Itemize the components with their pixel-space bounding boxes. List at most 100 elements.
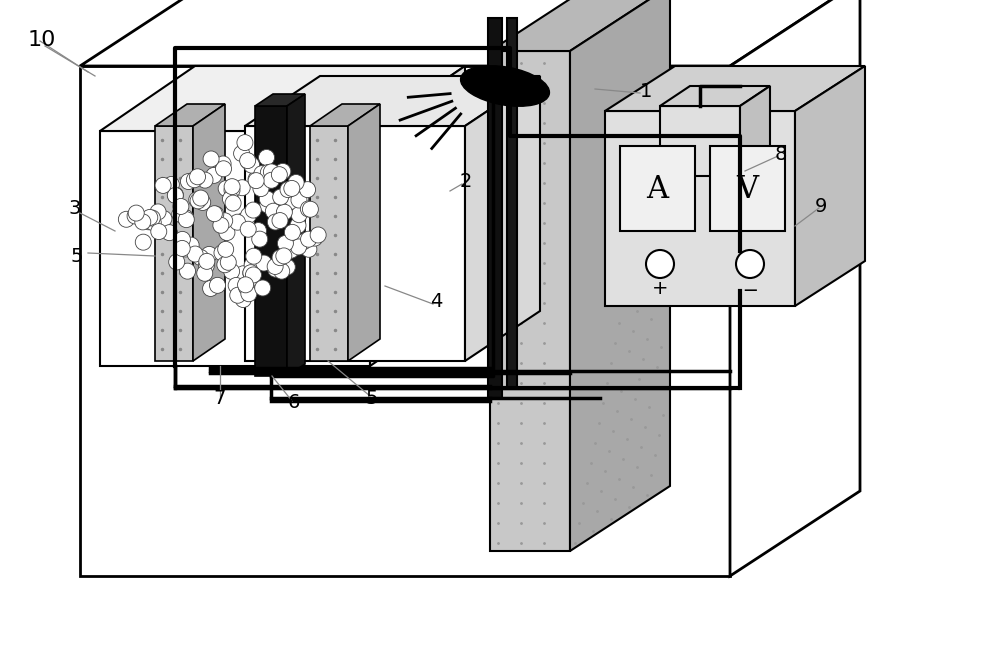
Circle shape bbox=[255, 176, 271, 193]
Circle shape bbox=[195, 194, 211, 211]
Circle shape bbox=[142, 209, 158, 225]
Circle shape bbox=[224, 182, 240, 198]
Circle shape bbox=[260, 197, 276, 213]
Circle shape bbox=[245, 267, 261, 283]
Bar bbox=[620, 146, 695, 231]
Polygon shape bbox=[660, 106, 740, 176]
Circle shape bbox=[646, 250, 674, 278]
Circle shape bbox=[199, 253, 215, 269]
Circle shape bbox=[241, 286, 257, 302]
Circle shape bbox=[263, 164, 279, 180]
Polygon shape bbox=[245, 126, 465, 361]
Ellipse shape bbox=[461, 66, 549, 107]
Circle shape bbox=[238, 277, 254, 293]
Circle shape bbox=[234, 145, 250, 162]
Circle shape bbox=[254, 165, 270, 182]
Text: 2: 2 bbox=[460, 171, 472, 191]
Circle shape bbox=[267, 258, 283, 275]
Circle shape bbox=[178, 241, 194, 257]
Circle shape bbox=[172, 206, 188, 222]
Circle shape bbox=[144, 210, 160, 226]
Circle shape bbox=[283, 242, 299, 258]
Bar bbox=[710, 146, 785, 231]
Text: 10: 10 bbox=[28, 30, 56, 50]
Polygon shape bbox=[465, 76, 540, 361]
Circle shape bbox=[187, 246, 203, 262]
Circle shape bbox=[279, 259, 295, 275]
Circle shape bbox=[243, 265, 259, 280]
Circle shape bbox=[242, 280, 258, 295]
Circle shape bbox=[285, 193, 301, 209]
Circle shape bbox=[301, 242, 317, 257]
Circle shape bbox=[295, 234, 311, 250]
Circle shape bbox=[229, 214, 245, 230]
Circle shape bbox=[220, 255, 236, 270]
Circle shape bbox=[178, 210, 194, 226]
Polygon shape bbox=[100, 66, 465, 131]
Circle shape bbox=[272, 213, 288, 229]
Polygon shape bbox=[155, 126, 193, 361]
Text: 9: 9 bbox=[815, 196, 827, 216]
Circle shape bbox=[214, 245, 230, 261]
Circle shape bbox=[301, 231, 317, 247]
Polygon shape bbox=[193, 104, 225, 361]
Circle shape bbox=[217, 213, 233, 229]
Circle shape bbox=[173, 198, 189, 214]
Circle shape bbox=[263, 172, 279, 188]
Circle shape bbox=[255, 280, 271, 296]
Circle shape bbox=[272, 249, 288, 266]
Text: 6: 6 bbox=[288, 393, 300, 413]
Text: A: A bbox=[646, 174, 668, 205]
Circle shape bbox=[156, 211, 172, 227]
Polygon shape bbox=[155, 104, 225, 126]
Circle shape bbox=[167, 187, 183, 203]
Circle shape bbox=[190, 193, 206, 209]
Polygon shape bbox=[255, 94, 305, 106]
Circle shape bbox=[291, 239, 307, 255]
Circle shape bbox=[208, 206, 224, 222]
Circle shape bbox=[230, 287, 246, 303]
Circle shape bbox=[198, 258, 214, 273]
Circle shape bbox=[233, 286, 249, 302]
Circle shape bbox=[203, 280, 219, 297]
Circle shape bbox=[248, 171, 264, 187]
Circle shape bbox=[183, 237, 199, 253]
Polygon shape bbox=[80, 66, 730, 576]
Polygon shape bbox=[245, 76, 540, 126]
Circle shape bbox=[284, 224, 300, 240]
Circle shape bbox=[253, 181, 269, 196]
Polygon shape bbox=[605, 111, 795, 306]
Polygon shape bbox=[310, 126, 348, 361]
Circle shape bbox=[201, 246, 217, 262]
Text: 1: 1 bbox=[640, 81, 652, 101]
Circle shape bbox=[240, 221, 256, 237]
Circle shape bbox=[245, 202, 261, 218]
Circle shape bbox=[190, 169, 206, 185]
Circle shape bbox=[197, 172, 213, 188]
Circle shape bbox=[284, 180, 300, 196]
Text: ─: ─ bbox=[744, 282, 756, 300]
Circle shape bbox=[135, 214, 151, 230]
Circle shape bbox=[206, 167, 222, 183]
Circle shape bbox=[213, 217, 229, 233]
Circle shape bbox=[275, 163, 291, 180]
Circle shape bbox=[150, 204, 166, 220]
Circle shape bbox=[225, 195, 241, 211]
Circle shape bbox=[151, 224, 167, 240]
Text: 7: 7 bbox=[213, 388, 225, 408]
Circle shape bbox=[218, 180, 234, 196]
Polygon shape bbox=[795, 66, 865, 306]
Circle shape bbox=[234, 180, 250, 196]
Circle shape bbox=[244, 257, 260, 273]
Circle shape bbox=[236, 271, 252, 287]
Polygon shape bbox=[605, 66, 865, 111]
Text: +: + bbox=[652, 278, 668, 298]
Polygon shape bbox=[660, 86, 770, 106]
Circle shape bbox=[736, 250, 764, 278]
Circle shape bbox=[235, 266, 251, 282]
Circle shape bbox=[209, 277, 225, 293]
Circle shape bbox=[293, 192, 309, 208]
Circle shape bbox=[127, 208, 143, 224]
Circle shape bbox=[128, 205, 144, 221]
Circle shape bbox=[274, 263, 290, 279]
